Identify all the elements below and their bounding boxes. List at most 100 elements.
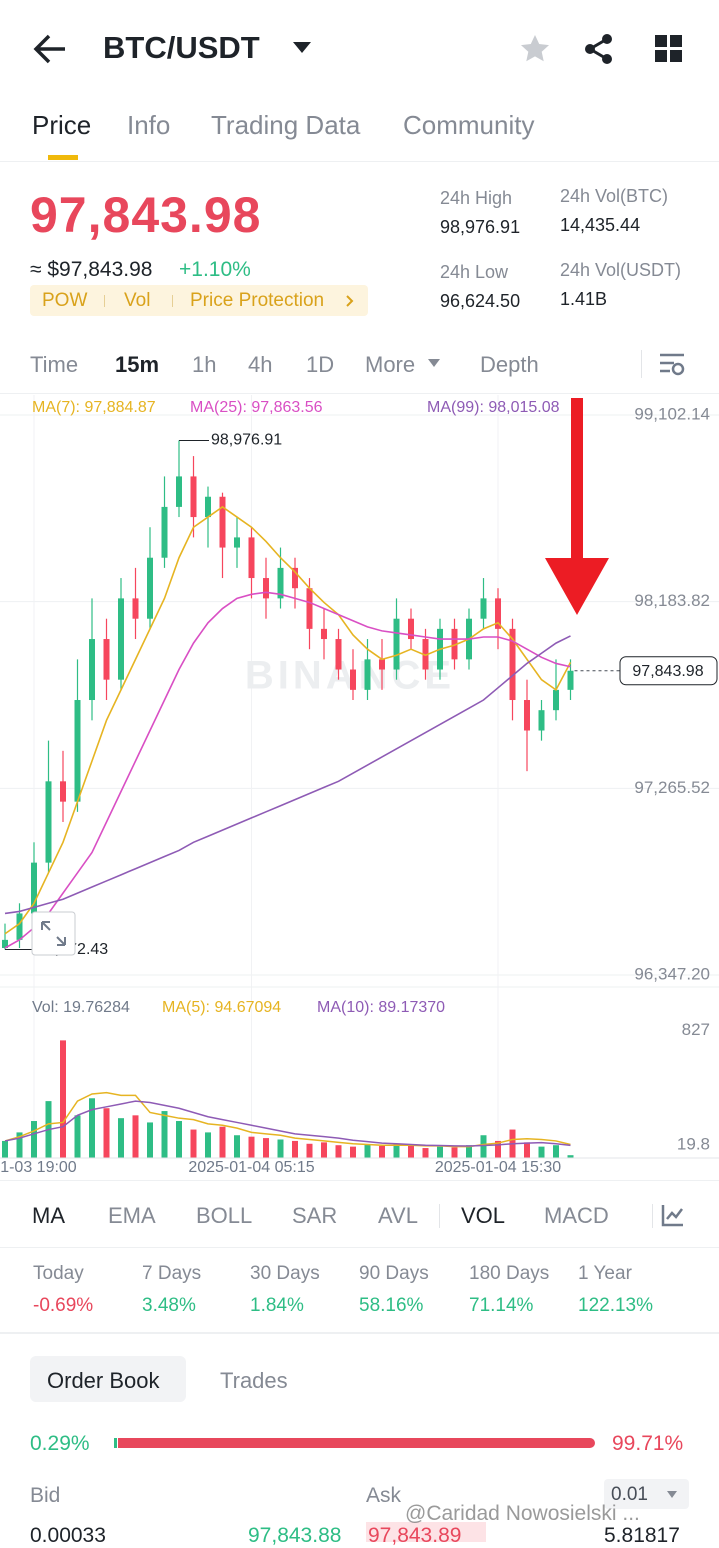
- x-tick-label: 01-03 19:00: [0, 1159, 77, 1176]
- annotation-arrow: [545, 398, 609, 615]
- tab[interactable]: Trades: [220, 1368, 288, 1393]
- candle-body: [74, 700, 81, 802]
- tab[interactable]: Community: [403, 110, 535, 140]
- candle-body: [277, 567, 284, 599]
- candle-body: [335, 639, 342, 670]
- divider: [0, 1247, 719, 1248]
- volume-bar: [89, 1098, 95, 1158]
- caret-icon[interactable]: [292, 41, 312, 55]
- bid-header: Bid: [30, 1484, 61, 1507]
- indicator[interactable]: EMA: [108, 1203, 156, 1228]
- volume-bar: [306, 1143, 313, 1158]
- y-tick-label: 98,183.82: [634, 591, 710, 610]
- indicator[interactable]: BOLL: [196, 1203, 253, 1228]
- ask-amount: 5.81817: [604, 1524, 680, 1547]
- interval[interactable]: 15m: [115, 352, 160, 377]
- candle-body: [60, 781, 66, 802]
- divider: [0, 393, 719, 394]
- indicator[interactable]: AVL: [378, 1203, 418, 1228]
- period-value: -0.69%: [33, 1295, 94, 1316]
- candle-body: [205, 496, 211, 518]
- grid-icon[interactable]: [655, 35, 683, 63]
- volume-bar: [321, 1142, 327, 1158]
- volume-bar: [60, 1040, 66, 1158]
- candle-body: [45, 781, 52, 863]
- interval[interactable]: Depth: [480, 352, 539, 377]
- expand-icon: [41, 921, 66, 946]
- stat-label: 24h Vol(BTC): [560, 186, 669, 206]
- tag: Vol: [124, 290, 151, 311]
- indicator-settings-icon[interactable]: [661, 1203, 685, 1227]
- indicator[interactable]: SAR: [292, 1203, 338, 1228]
- divider: [641, 350, 642, 378]
- volume-bar: [538, 1146, 545, 1158]
- candle-body: [538, 710, 545, 731]
- candle-body: [451, 628, 458, 660]
- chart-watermark: BINANCE: [245, 654, 455, 698]
- candle-body: [408, 618, 414, 640]
- volume-bar: [103, 1108, 110, 1158]
- indicator[interactable]: MA: [32, 1203, 65, 1228]
- interval[interactable]: Time: [30, 352, 79, 377]
- volume-bar: [176, 1121, 182, 1158]
- volume-bar: [524, 1142, 530, 1158]
- candle-body: [524, 700, 530, 731]
- volume-bar: [393, 1143, 400, 1158]
- volume-bar: [364, 1144, 371, 1158]
- interval[interactable]: 1h: [192, 352, 217, 377]
- period-label: 30 Days: [250, 1263, 320, 1284]
- candle-body: [306, 588, 313, 629]
- volume-bar: [335, 1145, 342, 1158]
- candle-body: [219, 496, 226, 548]
- tab[interactable]: Info: [127, 110, 171, 140]
- interval[interactable]: More: [365, 352, 416, 377]
- ask-ratio: 99.71%: [612, 1432, 684, 1455]
- volume-bar: [553, 1145, 559, 1158]
- tab[interactable]: Trading Data: [211, 110, 361, 140]
- interval[interactable]: 4h: [248, 352, 273, 377]
- share-icon[interactable]: [583, 33, 615, 65]
- pair-title[interactable]: BTC/USDT: [103, 30, 260, 65]
- volume-bar: [495, 1140, 501, 1158]
- tab[interactable]: Price: [32, 110, 92, 140]
- legend-entry: MA(5): 94.67094: [162, 999, 281, 1016]
- volume-bar: [437, 1146, 443, 1158]
- volume-bar: [147, 1122, 153, 1158]
- candle-body: [495, 598, 501, 629]
- divider: [439, 1204, 440, 1228]
- volume-bar: [451, 1147, 458, 1158]
- tab[interactable]: Order Book: [47, 1368, 160, 1393]
- bid-ratio: 0.29%: [30, 1432, 90, 1455]
- y-tick-label: 99,102.14: [634, 404, 710, 423]
- tab-pill[interactable]: [30, 1356, 186, 1402]
- indicator[interactable]: MACD: [544, 1203, 609, 1228]
- y-tick-label: 97,265.52: [634, 778, 710, 797]
- volume-bar: [74, 1115, 81, 1158]
- tag-pill[interactable]: [30, 285, 368, 316]
- legend-entry: MA(99): 98,015.08: [427, 399, 560, 416]
- candle-body: [263, 578, 269, 599]
- candle-body: [379, 659, 385, 670]
- interval[interactable]: 1D: [306, 352, 335, 377]
- divider: [0, 1180, 719, 1181]
- ma-line: [4, 505, 572, 935]
- candle-body: [321, 628, 327, 640]
- chart-settings-icon[interactable]: [659, 352, 685, 376]
- bid-amount: 0.00033: [30, 1524, 106, 1547]
- volume-bar: [118, 1118, 124, 1158]
- indicator[interactable]: VOL: [461, 1203, 506, 1228]
- candle-body: [422, 639, 429, 670]
- back-icon[interactable]: [32, 32, 68, 66]
- candle-body: [89, 639, 95, 701]
- x-tick-label: 2025-01-04 15:30: [435, 1159, 561, 1176]
- chevron-icon: [346, 295, 354, 307]
- bid-price: 97,843.88: [248, 1524, 342, 1547]
- volume-bar: [379, 1145, 385, 1158]
- candle-body: [190, 476, 197, 518]
- ma-line: [4, 635, 571, 915]
- candle-body: [118, 598, 124, 680]
- caret-icon: [667, 1491, 677, 1498]
- candle-body: [132, 598, 139, 619]
- candle-body: [31, 862, 37, 914]
- star-icon[interactable]: [519, 33, 551, 65]
